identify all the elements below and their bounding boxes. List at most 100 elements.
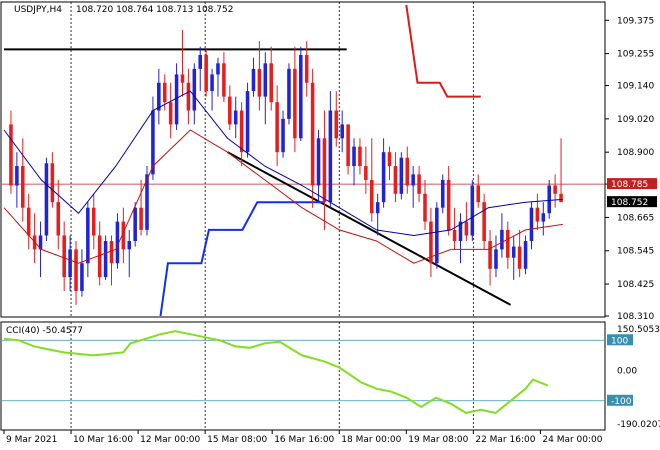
resistance-marker-label: 108.785 bbox=[611, 180, 648, 190]
candle bbox=[440, 174, 445, 214]
candle bbox=[553, 174, 557, 208]
candle-body bbox=[316, 138, 321, 186]
candle-body bbox=[358, 146, 362, 167]
candle bbox=[145, 166, 149, 236]
candle-body bbox=[500, 229, 504, 250]
current-price-badge bbox=[607, 196, 657, 208]
candle-body bbox=[133, 207, 137, 242]
candle-body bbox=[429, 221, 433, 264]
candle bbox=[210, 68, 214, 111]
candle-body bbox=[417, 174, 421, 194]
candle-body bbox=[446, 179, 451, 230]
candle bbox=[80, 249, 84, 297]
candle-body bbox=[411, 174, 415, 186]
overlays bbox=[2, 4, 605, 317]
cci-level-badge bbox=[607, 394, 633, 406]
candle-body bbox=[523, 241, 528, 269]
candle-body bbox=[293, 68, 297, 139]
candle bbox=[38, 221, 43, 278]
candle bbox=[381, 138, 386, 208]
candle bbox=[44, 157, 49, 242]
candle-body bbox=[452, 229, 457, 242]
candle bbox=[115, 213, 120, 269]
candle bbox=[387, 146, 392, 180]
candle bbox=[9, 110, 13, 194]
candle bbox=[358, 138, 362, 175]
time-tick-label: 24 Mar 00:00 bbox=[542, 435, 602, 445]
candle-body bbox=[50, 163, 55, 203]
time-tick-label: 22 Mar 16:00 bbox=[475, 435, 535, 445]
cci-axis-label: 150.5053 bbox=[617, 325, 660, 335]
candle bbox=[133, 202, 137, 247]
price-tick-label: 108.900 bbox=[617, 148, 654, 158]
cci-panel-frame bbox=[0, 321, 606, 431]
candle bbox=[328, 91, 333, 208]
stop-step-line bbox=[405, 4, 481, 98]
candle bbox=[245, 82, 250, 158]
candle-body bbox=[529, 207, 534, 242]
candle bbox=[86, 202, 90, 278]
candle-body bbox=[464, 221, 469, 236]
candle bbox=[559, 138, 563, 203]
price-tick-label: 108.545 bbox=[617, 247, 654, 257]
candle-body bbox=[369, 179, 374, 214]
candle-body bbox=[535, 207, 540, 222]
candle-body bbox=[174, 74, 179, 125]
candle bbox=[157, 68, 161, 125]
candle-body bbox=[86, 207, 90, 264]
current-price-label: 108.752 bbox=[611, 198, 648, 208]
candle bbox=[293, 46, 297, 153]
candle-body bbox=[381, 152, 386, 203]
time-tick-label: 9 Mar 2021 bbox=[6, 435, 57, 445]
candle bbox=[168, 82, 173, 139]
candle bbox=[494, 235, 498, 278]
candle-body bbox=[393, 166, 398, 194]
candle-body bbox=[340, 124, 344, 139]
price-tick-label: 109.140 bbox=[617, 82, 654, 92]
candle bbox=[541, 202, 546, 236]
candle bbox=[375, 193, 380, 236]
candle-body bbox=[328, 110, 333, 203]
candle-body bbox=[310, 82, 315, 186]
candle-body bbox=[488, 241, 492, 269]
candle bbox=[275, 85, 279, 167]
candle bbox=[364, 146, 368, 194]
candle bbox=[233, 96, 238, 139]
candle bbox=[393, 152, 398, 203]
candle-body bbox=[387, 152, 392, 167]
candle bbox=[269, 46, 273, 111]
candle-body bbox=[74, 249, 78, 292]
support-step-line bbox=[159, 201, 325, 317]
candle bbox=[97, 221, 102, 286]
chart-symbol-title: USDJPY,H4 bbox=[14, 5, 62, 15]
candle-body bbox=[15, 166, 19, 186]
candle bbox=[192, 63, 197, 125]
candle-body bbox=[494, 249, 498, 269]
candle-body bbox=[233, 110, 238, 125]
candle bbox=[547, 179, 551, 219]
candles bbox=[9, 29, 563, 305]
candle-body bbox=[21, 166, 25, 208]
candle bbox=[417, 166, 421, 203]
candle-body bbox=[511, 246, 516, 258]
candle bbox=[62, 221, 66, 292]
candle-body bbox=[145, 174, 149, 230]
time-tick-label: 16 Mar 16:00 bbox=[274, 435, 334, 445]
candle-body bbox=[476, 185, 481, 203]
candle bbox=[109, 235, 114, 286]
candle bbox=[174, 63, 179, 130]
price-tick-label: 108.310 bbox=[617, 312, 654, 322]
cci-level-badge bbox=[607, 334, 633, 346]
candle bbox=[21, 138, 25, 222]
candle-body bbox=[210, 74, 214, 92]
candle-body bbox=[257, 68, 262, 97]
candle-body bbox=[139, 207, 143, 230]
candle-body bbox=[251, 68, 256, 92]
candle-body bbox=[482, 202, 486, 242]
candle bbox=[411, 166, 415, 208]
candle-body bbox=[299, 54, 303, 139]
resistance-marker-badge bbox=[607, 178, 657, 190]
candle bbox=[68, 235, 72, 292]
candle bbox=[222, 52, 226, 103]
candle-body bbox=[216, 63, 220, 75]
